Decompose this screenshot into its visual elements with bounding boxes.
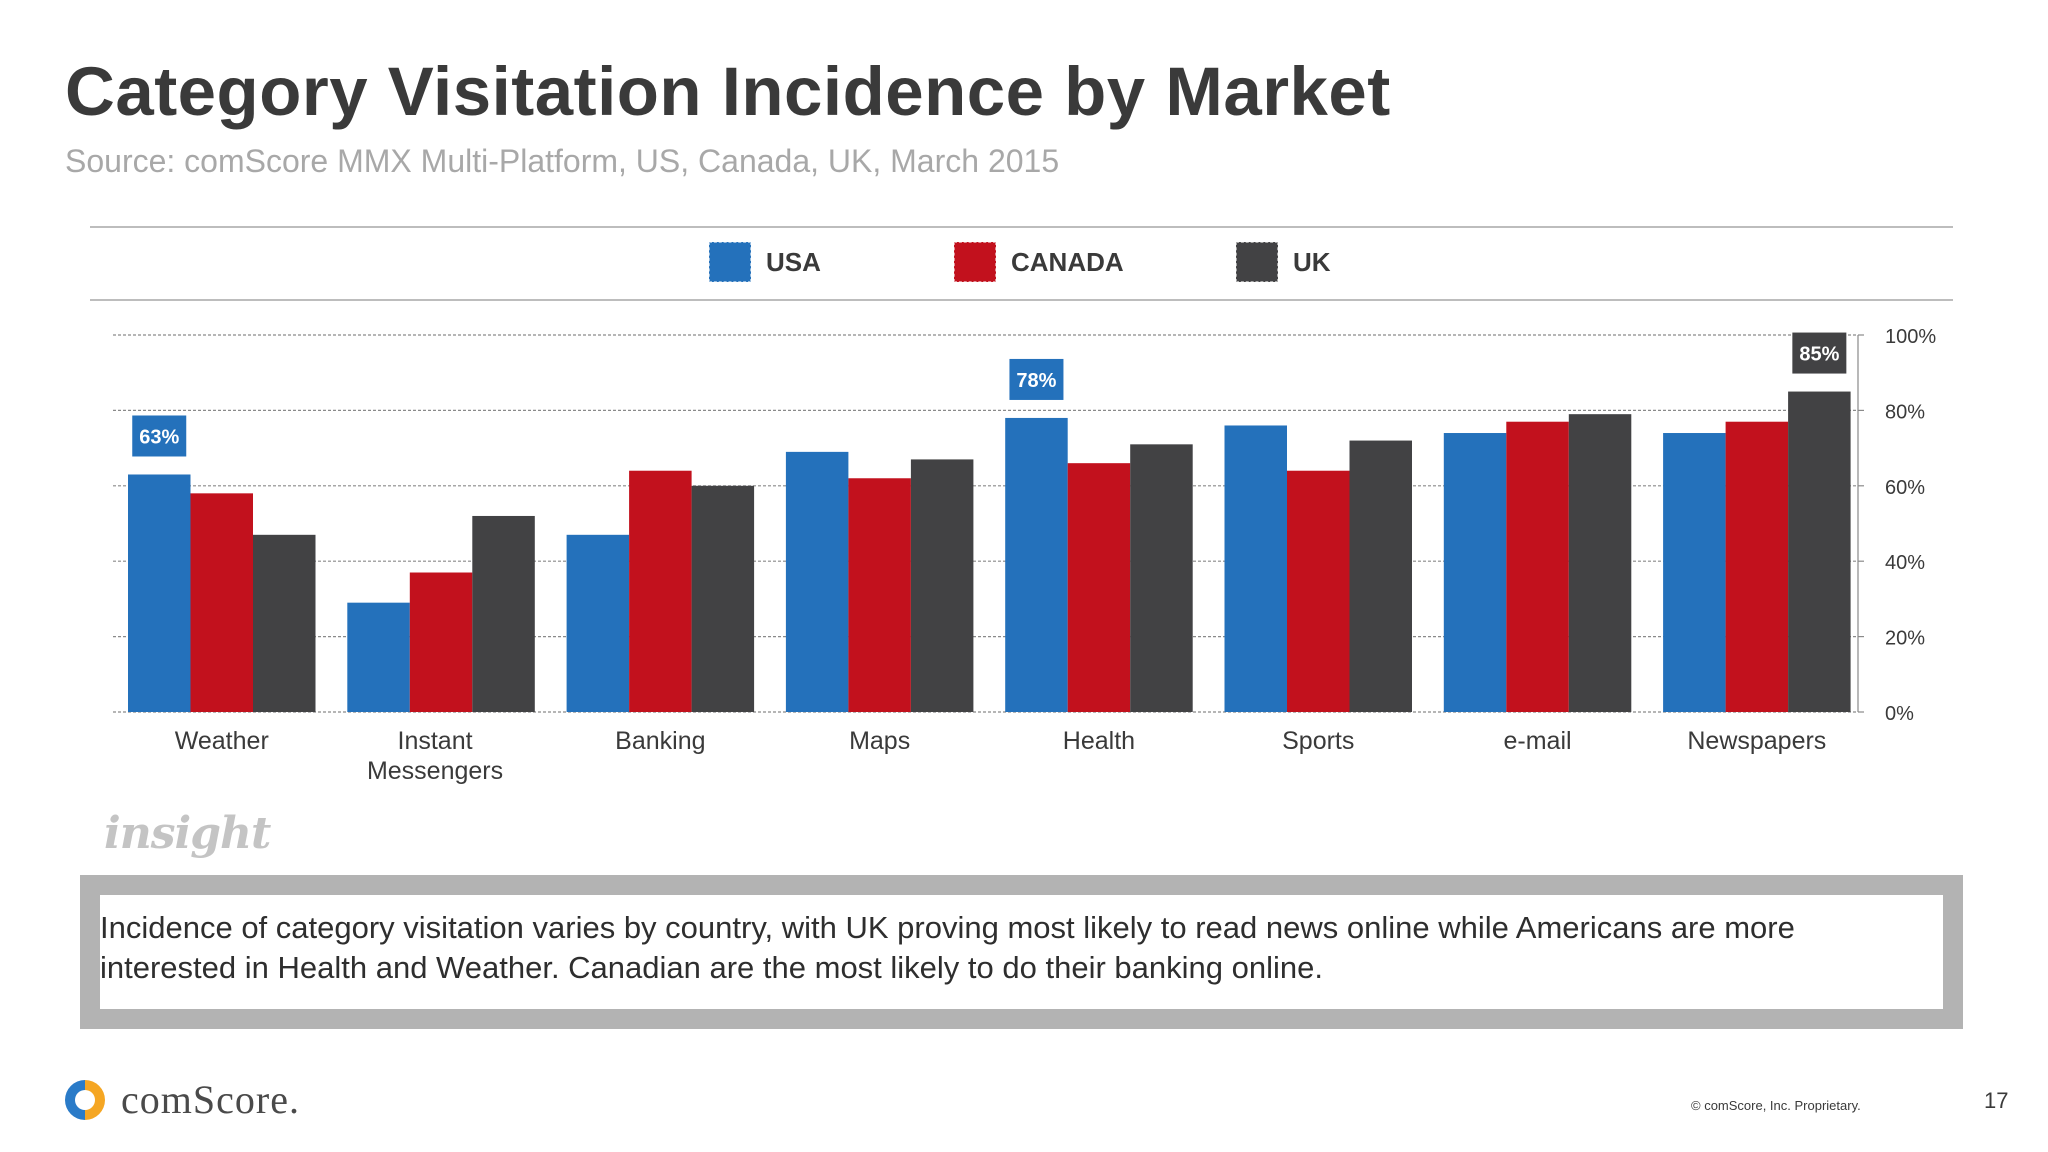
y-tick-label: 100% [1885, 326, 1936, 348]
data-label-box [1009, 358, 1064, 400]
bar-uk-weather [253, 534, 316, 712]
comscore-logo-icon [65, 1079, 105, 1120]
comscore-wordmark: comScore. [121, 1077, 300, 1122]
category-label: Maps [849, 727, 911, 755]
bar-chart: 0% 20% 40% 60% 80% 100% 63% 78% 85% [113, 326, 1936, 720]
legend-item-canada: CANADA [954, 240, 1124, 284]
y-tick-label: 0% [1885, 703, 1914, 720]
bar-canada-e-mail [1506, 421, 1569, 712]
insight-logo: insight [104, 808, 271, 859]
slide-title: Category Visitation Incidence by Market [65, 53, 1391, 130]
legend-item-usa: USA [709, 240, 821, 284]
y-tick-label: 40% [1885, 552, 1925, 574]
data-label-box [1792, 332, 1847, 374]
bar-canada-banking [629, 470, 692, 712]
bar-canada-instant-messengers [409, 572, 473, 712]
category-label: Banking [615, 727, 706, 755]
slide-subtitle: Source: comScore MMX Multi-Platform, US,… [65, 143, 1060, 179]
insight-callout-inner [100, 895, 1943, 1009]
page-number: 17 [1984, 1088, 2009, 1113]
category-label: Weather [174, 727, 269, 755]
category-label: Instant Messengers [366, 727, 504, 785]
comscore-brand: comScore. [63, 1076, 300, 1123]
category-label: e-mail [1503, 727, 1572, 755]
bar-usa-weather [128, 474, 191, 712]
legend-item-uk: UK [1236, 240, 1331, 284]
legend-label-uk: UK [1293, 246, 1331, 277]
category-label: Health [1062, 727, 1136, 755]
bar-uk-banking [691, 485, 755, 712]
data-label-box [132, 415, 187, 457]
bar-usa-health [1005, 417, 1068, 712]
data-label: 63% [139, 426, 179, 448]
bar-uk-instant-messengers [472, 515, 535, 712]
category-label: Sports [1282, 727, 1355, 755]
y-tick-label: 20% [1885, 628, 1925, 650]
legend-top-rule [90, 226, 1953, 228]
bar-canada-sports [1287, 470, 1350, 712]
y-tick-label: 60% [1885, 477, 1925, 499]
bar-canada-maps [848, 478, 911, 712]
bar-canada-health [1067, 463, 1131, 712]
bar-canada-newspapers [1725, 421, 1789, 712]
legend-swatch-uk [1236, 242, 1278, 282]
chart-legend: USA CANADA UK [0, 240, 2048, 284]
data-label: 85% [1799, 344, 1839, 366]
bar-canada-weather [190, 493, 253, 712]
legend-label-usa: USA [766, 246, 821, 277]
insight-callout [80, 875, 1963, 1029]
copyright-notice: © comScore, Inc. Proprietary. [1691, 1098, 1861, 1113]
bar-uk-maps [910, 459, 974, 712]
bar-usa-instant-messengers [347, 602, 410, 712]
bar-uk-health [1130, 444, 1193, 712]
legend-swatch-canada [954, 242, 996, 282]
legend-label-canada: CANADA [1011, 246, 1124, 277]
bar-usa-newspapers [1663, 433, 1726, 712]
insight-text: Incidence of category visitation varies … [100, 910, 1795, 985]
legend-swatch-usa [709, 242, 751, 282]
bar-uk-e-mail [1568, 414, 1632, 712]
bar-usa-maps [785, 451, 849, 712]
bar-uk-sports [1349, 440, 1412, 712]
bar-uk-newspapers [1788, 391, 1851, 712]
legend-bottom-rule [90, 299, 1953, 301]
bar-usa-sports [1224, 425, 1287, 712]
bar-usa-e-mail [1443, 433, 1507, 712]
y-tick-label: 80% [1885, 401, 1925, 423]
category-label: Newspapers [1687, 727, 1827, 755]
data-label: 78% [1016, 370, 1056, 392]
bar-usa-banking [566, 534, 630, 712]
